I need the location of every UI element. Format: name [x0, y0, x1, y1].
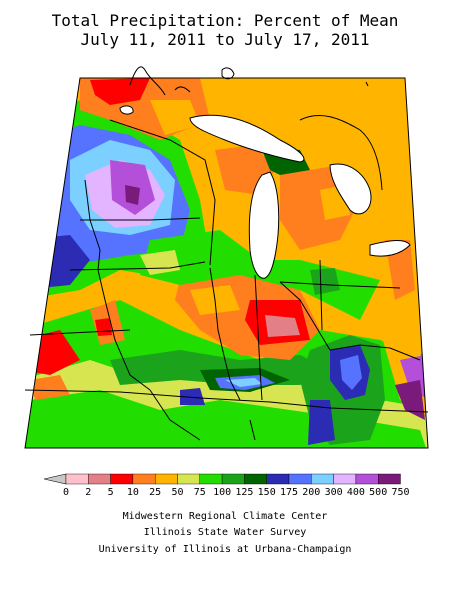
legend-below-zero-arrow — [43, 473, 67, 485]
legend-label: 50 — [171, 487, 184, 498]
legend-label: 750 — [391, 487, 410, 498]
legend-swatch — [221, 473, 245, 485]
legend-swatch — [88, 473, 111, 485]
legend-label: 10 — [126, 487, 139, 498]
legend-label: 500 — [369, 487, 388, 498]
map-title: Total Precipitation: Percent of Mean — [51, 11, 399, 30]
legend-swatch — [333, 473, 357, 485]
legend-label: 25 — [149, 487, 162, 498]
legend-swatch — [311, 473, 334, 485]
map-border — [24, 77, 429, 449]
legend-swatch — [65, 473, 89, 485]
legend-swatch — [154, 473, 178, 485]
legend-label: 125 — [235, 487, 254, 498]
legend-label: 5 — [107, 487, 114, 498]
map-date-range: July 11, 2011 to July 17, 2011 — [80, 30, 370, 49]
legend-swatch — [177, 473, 200, 485]
legend-label: 150 — [257, 487, 276, 498]
northern-coastline — [129, 66, 383, 191]
legend-swatch — [199, 473, 223, 485]
legend-label: 0 — [62, 487, 70, 498]
legend-label: 400 — [346, 487, 365, 498]
legend-swatch — [110, 473, 134, 485]
great-lakes — [119, 105, 411, 279]
legend-swatch — [244, 473, 267, 485]
legend-swatch — [132, 473, 156, 485]
credit-isws: Illinois State Water Survey — [143, 527, 307, 538]
legend-swatch — [378, 473, 401, 485]
legend-label: 200 — [302, 487, 321, 498]
legend-swatch — [266, 473, 290, 485]
legend-label: 175 — [279, 487, 299, 498]
credit-mrcc: Midwestern Regional Climate Center — [122, 511, 328, 522]
legend-label: 75 — [193, 487, 206, 498]
legend-swatch — [288, 473, 312, 485]
legend-label: 300 — [324, 487, 343, 498]
legend-label: 2 — [85, 487, 92, 498]
legend-swatch — [355, 473, 379, 485]
state-boundaries — [24, 119, 429, 441]
legend-label: 100 — [213, 487, 232, 498]
legend-color-bar — [43, 473, 401, 485]
credit-uiuc: University of Illinois at Urbana-Champai… — [98, 544, 352, 555]
